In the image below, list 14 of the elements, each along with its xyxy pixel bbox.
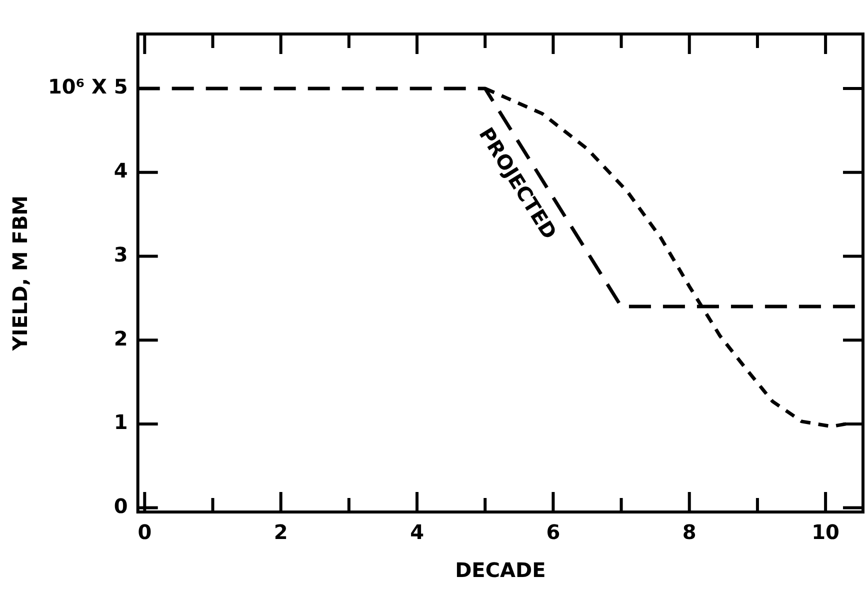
x-tick-label: 4 (410, 520, 424, 544)
y-tick-label: 3 (114, 242, 128, 266)
x-tick-label: 0 (138, 520, 152, 544)
y-tick-label: 0 (114, 494, 128, 518)
y-tick-label: 10⁶ X 5 (48, 74, 128, 99)
y-tick-label: 2 (114, 326, 128, 350)
y-tick-label: 4 (114, 158, 128, 183)
x-tick-label: 6 (546, 520, 560, 544)
y-axis-title: YIELD, M FBM (8, 195, 32, 352)
y-tick-label: 1 (114, 410, 128, 434)
x-tick-label: 2 (274, 520, 288, 544)
x-tick-label: 8 (682, 520, 696, 544)
x-tick-label: 10 (812, 520, 840, 544)
x-axis-title: DECADE (455, 558, 546, 582)
